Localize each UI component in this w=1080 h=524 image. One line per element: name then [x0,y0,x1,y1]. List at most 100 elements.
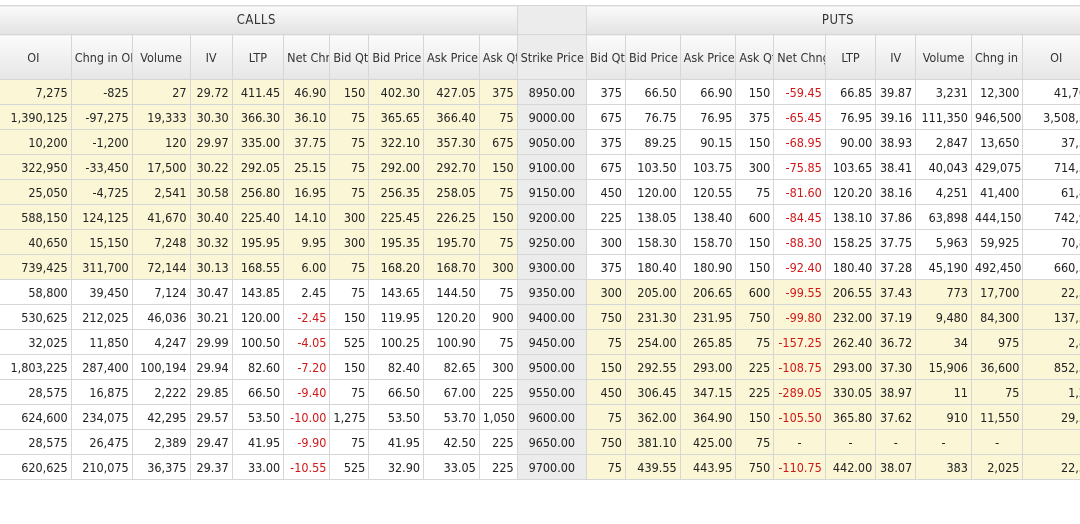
cell-c-bid-price: 100.25 [368,329,425,355]
cell-c-chng-oi: 210,075 [70,454,133,480]
cell-p-net-chng: -81.60 [773,179,826,205]
table-row[interactable]: 25,050 -4,725 2,541 30.58 256.80 16.95 75 256.3… [0,179,1080,205]
column-header-p-ask-qty[interactable]: Ask Qty [735,34,775,80]
cell-c-bid-price: 41.95 [368,429,425,455]
cell-c-net-chng: 36.10 [283,104,331,130]
table-row[interactable]: 620,625 210,075 36,375 29.37 33.00 -10.55 525 3… [0,454,1080,480]
column-header-p-net-chng[interactable]: Net Chng [773,34,826,80]
column-header-p-bid-qty[interactable]: Bid Qty [586,34,626,80]
cell-p-ask-qty: 150 [735,79,775,105]
cell-c-ask-qty: 300 [478,254,518,280]
table-row[interactable]: 32,025 11,850 4,247 29.99 100.50 -4.05 525 100.… [0,329,1080,355]
cell-p-net-chng: -88.30 [773,229,826,255]
cell-p-oi: 137,5 [1022,304,1080,330]
cell-c-bid-price: 365.65 [368,104,425,130]
table-row[interactable]: 1,390,125 -97,275 19,333 30.30 366.30 36.10 75… [0,104,1080,130]
cell-c-oi: 58,800 [0,279,72,305]
table-row[interactable]: 322,950 -33,450 17,500 30.22 292.05 25.15 75 29… [0,154,1080,180]
column-header-c-ask-price[interactable]: Ask Price [423,34,480,80]
column-header-c-iv[interactable]: IV [189,34,233,80]
cell-c-ask-price: 144.50 [423,279,480,305]
table-row[interactable]: 10,200 -1,200 120 29.97 335.00 37.75 75 322.10 3… [0,129,1080,155]
cell-p-volume: 773 [915,279,972,305]
cell-c-bid-price: 119.95 [368,304,425,330]
cell-c-iv: 30.47 [189,279,233,305]
cell-p-iv: 38.16 [875,179,917,205]
cell-c-volume: 7,124 [131,279,191,305]
table-row[interactable]: 40,650 15,150 7,248 30.32 195.95 9.95 300 195.3… [0,229,1080,255]
column-header-p-volume[interactable]: Volume [915,34,972,80]
column-header-c-chng-oi[interactable]: Chng in OI [70,34,133,80]
cell-p-ask-qty: 150 [735,254,775,280]
cell-c-bid-price: 143.65 [368,279,425,305]
cell-c-iv: 30.40 [189,204,233,230]
column-header-p-oi[interactable]: OI [1022,34,1080,80]
cell-c-iv: 29.37 [189,454,233,480]
cell-p-net-chng: -84.45 [773,204,826,230]
cell-c-chng-oi: 11,850 [70,329,133,355]
cell-c-bid-qty: 300 [329,204,370,230]
column-header-c-bid-price[interactable]: Bid Price [368,34,425,80]
cell-c-bid-qty: 525 [329,454,370,480]
cell-c-ask-qty: 675 [478,129,518,155]
cell-c-bid-price: 53.50 [368,404,425,430]
cell-c-bid-price: 32.90 [368,454,425,480]
cell-p-net-chng: -59.45 [773,79,826,105]
cell-c-ltp: 225.40 [231,204,285,230]
cell-strike: 8950.00 [516,79,588,105]
column-header-p-iv[interactable]: IV [875,34,917,80]
column-header-c-net-chng[interactable]: Net Chng [283,34,331,80]
cell-p-chng-oi: 492,450 [970,254,1024,280]
column-header-p-ask-price[interactable]: Ask Price [679,34,737,80]
column-header-c-ask-qty[interactable]: Ask Qty [478,34,518,80]
cell-c-iv: 29.99 [189,329,233,355]
cell-c-oi: 1,390,125 [0,104,72,130]
cell-c-bid-qty: 1,275 [329,404,370,430]
table-row[interactable]: 1,803,225 287,400 100,194 29.94 82.60 -7.20 15… [0,354,1080,380]
column-header-c-ltp[interactable]: LTP [231,34,285,80]
cell-c-bid-price: 402.30 [368,79,425,105]
cell-c-ask-price: 258.05 [423,179,480,205]
cell-c-bid-qty: 150 [329,79,370,105]
cell-p-oi: 29,5 [1022,404,1080,430]
cell-strike: 9200.00 [516,204,588,230]
column-header-c-oi[interactable]: OI [0,34,72,80]
table-row[interactable]: 588,150 124,125 41,670 30.40 225.40 14.10 300 2… [0,204,1080,230]
cell-strike: 9000.00 [516,104,588,130]
cell-c-ask-qty: 900 [478,304,518,330]
column-header-strike[interactable]: Strike Price [516,34,588,80]
cell-c-bid-qty: 75 [329,154,370,180]
column-header-c-bid-qty[interactable]: Bid Qty [329,34,370,80]
cell-c-iv: 29.85 [189,379,233,405]
table-row[interactable]: 624,600 234,075 42,295 29.57 53.50 -10.00 1,27… [0,404,1080,430]
table-row[interactable]: 28,575 26,475 2,389 29.47 41.95 -9.90 75 41.95 4… [0,429,1080,455]
table-row[interactable]: 58,800 39,450 7,124 30.47 143.85 2.45 75 143.65… [0,279,1080,305]
cell-c-ask-qty: 150 [478,204,518,230]
table-row[interactable]: 739,425 311,700 72,144 30.13 168.55 6.00 75 168… [0,254,1080,280]
cell-c-oi: 620,625 [0,454,72,480]
cell-p-bid-qty: 75 [586,454,626,480]
column-header-c-volume[interactable]: Volume [131,34,191,80]
cell-p-iv: 38.93 [875,129,917,155]
cell-c-chng-oi: 39,450 [70,279,133,305]
cell-c-iv: 30.58 [189,179,233,205]
cell-p-bid-price: 158.30 [624,229,681,255]
cell-p-ltp: 442.00 [824,454,877,480]
cell-c-volume: 41,670 [131,204,191,230]
cell-c-volume: 120 [131,129,191,155]
table-row[interactable]: 7,275 -825 27 29.72 411.45 46.90 150 402.30 427.… [0,79,1080,105]
cell-p-bid-price: 76.75 [624,104,681,130]
column-header-p-chng-oi[interactable]: Chng in OI [970,34,1024,80]
column-header-p-ltp[interactable]: LTP [824,34,877,80]
cell-c-oi: 28,575 [0,429,72,455]
cell-c-net-chng: 25.15 [283,154,331,180]
cell-c-oi: 739,425 [0,254,72,280]
table-row[interactable]: 530,625 212,025 46,036 30.21 120.00 -2.45 150 1… [0,304,1080,330]
table-row[interactable]: 28,575 16,875 2,222 29.85 66.50 -9.40 75 66.50 6… [0,379,1080,405]
column-header-p-bid-price[interactable]: Bid Price [624,34,681,80]
cell-c-ask-qty: 375 [478,79,518,105]
cell-strike: 9400.00 [516,304,588,330]
cell-p-ask-qty: 150 [735,404,775,430]
cell-c-ask-qty: 75 [478,229,518,255]
cell-p-ask-qty: 300 [735,154,775,180]
